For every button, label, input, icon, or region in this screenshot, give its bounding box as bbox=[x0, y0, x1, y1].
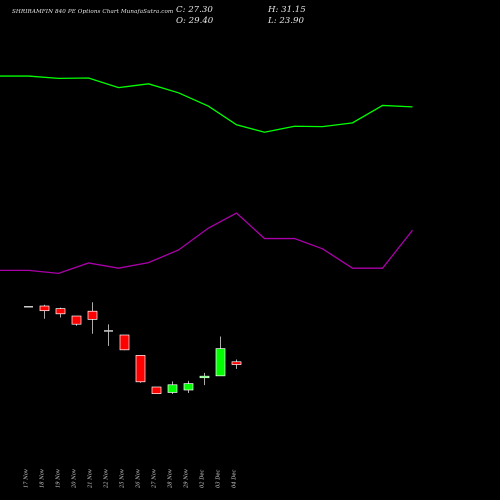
low-value: L: 23.90 bbox=[268, 16, 304, 26]
candle bbox=[135, 355, 146, 383]
candle-body bbox=[151, 386, 162, 394]
candle bbox=[215, 336, 226, 377]
candle bbox=[199, 372, 210, 386]
x-axis-labels: 17 Nov 18 Nov 19 Nov 20 Nov 21 Nov 22 Nov 25 N… bbox=[23, 469, 237, 489]
candle bbox=[119, 334, 130, 351]
open-value: O: 29.40 bbox=[176, 16, 214, 26]
x-tick-label: 04 Dec bbox=[231, 470, 237, 488]
candle-body bbox=[87, 310, 98, 320]
x-tick-label: 25 Nov bbox=[119, 469, 125, 489]
close-value: C: 27.30 bbox=[176, 5, 213, 15]
x-tick-label: 27 Nov bbox=[151, 469, 157, 489]
candle-body bbox=[199, 375, 210, 379]
x-tick-label: 22 Nov bbox=[103, 469, 109, 489]
candle bbox=[87, 302, 98, 334]
candlesticks bbox=[24, 302, 242, 395]
candle-body bbox=[55, 308, 66, 315]
band-lines bbox=[0, 75, 414, 275]
candle-body bbox=[119, 334, 130, 351]
candle bbox=[55, 307, 66, 318]
x-tick-label: 26 Nov bbox=[135, 469, 141, 489]
x-tick-label: 18 Nov bbox=[39, 469, 45, 488]
candle bbox=[104, 324, 113, 346]
candle bbox=[231, 359, 242, 369]
candle-body bbox=[104, 330, 113, 332]
x-tick-label: 17 Nov bbox=[23, 469, 29, 488]
candle-body bbox=[167, 384, 178, 393]
candle-body bbox=[71, 315, 82, 325]
candle bbox=[39, 304, 50, 319]
upper-band-line bbox=[0, 75, 413, 133]
x-tick-label: 03 Dec bbox=[215, 470, 221, 488]
candle-body bbox=[183, 383, 194, 391]
candle-body bbox=[24, 306, 33, 308]
x-tick-label: 02 Dec bbox=[199, 470, 205, 488]
high-value: H: 31.15 bbox=[268, 5, 306, 15]
candle bbox=[71, 315, 82, 326]
x-tick-label: 28 Nov bbox=[167, 469, 173, 489]
x-tick-label: 19 Nov bbox=[55, 469, 61, 488]
candle-body bbox=[135, 355, 146, 383]
candle-body bbox=[231, 361, 242, 365]
lower-band-line bbox=[0, 212, 414, 275]
candle-body bbox=[39, 305, 50, 312]
x-tick-label: 21 Nov bbox=[87, 469, 93, 489]
candle bbox=[167, 381, 178, 395]
x-tick-label: 20 Nov bbox=[71, 469, 77, 489]
candle bbox=[183, 380, 194, 393]
x-tick-label: 29 Nov bbox=[183, 469, 189, 489]
candle-body bbox=[215, 348, 226, 377]
candle bbox=[24, 306, 33, 308]
candle bbox=[151, 386, 162, 395]
chart-title: SHRIRAMFIN 840 PE Options Chart MunafaSu… bbox=[12, 9, 174, 15]
